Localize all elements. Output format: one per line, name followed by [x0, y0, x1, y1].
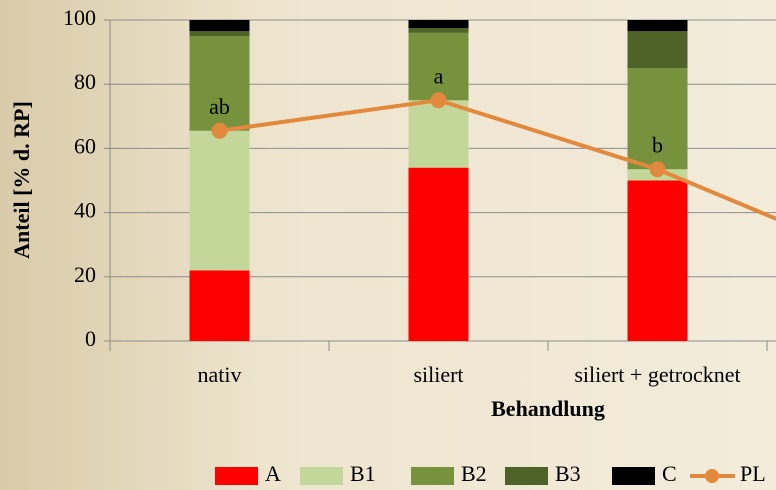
line	[219, 98, 776, 221]
annotation: ab	[209, 94, 230, 119]
annotation: a	[434, 63, 444, 88]
bar-segment	[627, 20, 688, 32]
bar-segment	[189, 20, 250, 32]
x-tick-label: siliert	[413, 362, 463, 387]
bar-segment	[408, 100, 469, 168]
x-tick-label: siliert + getrocknet	[574, 362, 740, 387]
bar-segment	[189, 270, 250, 341]
legend-swatch	[411, 467, 454, 485]
line-marker	[211, 122, 228, 139]
bar-segment	[408, 28, 469, 33]
legend-label: B3	[555, 461, 581, 486]
legend-swatch	[300, 467, 343, 485]
line-marker	[649, 161, 666, 178]
legend-swatch	[215, 467, 258, 485]
y-tick-label: 60	[74, 133, 96, 158]
legend-swatch	[612, 467, 655, 485]
y-tick-label: 20	[74, 262, 96, 287]
y-tick-label: 0	[85, 326, 96, 351]
y-tick-label: 40	[74, 198, 96, 223]
bar-segment	[189, 31, 250, 37]
x-axis-title: Behandlung	[491, 396, 605, 421]
bar-segment	[189, 36, 250, 131]
bar-segment	[408, 20, 469, 29]
bar-segment	[627, 31, 688, 69]
annotation: b	[652, 132, 663, 157]
legend-swatch	[505, 467, 548, 485]
bar-segment	[408, 167, 469, 341]
line-marker	[430, 92, 447, 109]
y-tick-label: 100	[63, 5, 96, 30]
bar-segment	[627, 180, 688, 341]
legend-label: B1	[350, 461, 376, 486]
bar-segment	[408, 32, 469, 101]
bar-segment	[627, 68, 688, 170]
x-tick-label: nativ	[198, 362, 242, 387]
bar-segment	[189, 130, 250, 271]
legend-label: PL	[740, 461, 766, 486]
legend-label: C	[662, 461, 677, 486]
legend-label: B2	[461, 461, 487, 486]
legend-marker	[705, 469, 719, 483]
legend-label: A	[265, 461, 281, 486]
y-axis-title: Anteil [% d. RP]	[9, 101, 34, 259]
y-tick-label: 80	[74, 69, 96, 94]
